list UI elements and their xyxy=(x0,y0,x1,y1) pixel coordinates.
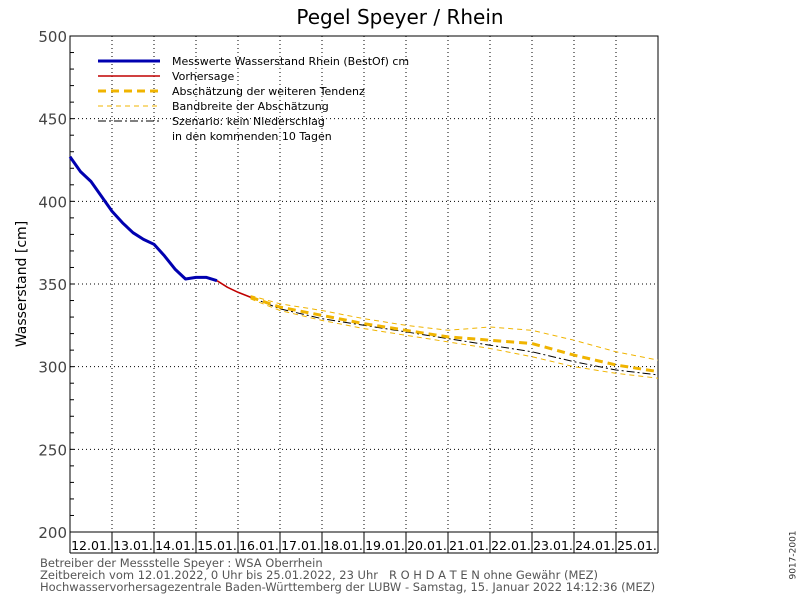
x-tick-label: 17.01. xyxy=(281,538,321,553)
x-tick-label: 18.01. xyxy=(323,538,363,553)
x-tick-label: 16.01. xyxy=(239,538,279,553)
x-axis: 12.01. 13.01. 14.01. 15.01. 16.01. 17.01. 18.0… xyxy=(69,532,659,554)
legend-label: Messwerte Wasserstand Rhein (BestOf) cm xyxy=(172,55,409,68)
legend-label: Bandbreite der Abschätzung xyxy=(172,100,329,113)
y-tick-label: 200 xyxy=(38,524,67,542)
x-tick-label: 22.01. xyxy=(491,538,531,553)
series-group xyxy=(68,155,659,379)
series-line xyxy=(216,280,251,298)
x-tick-label: 19.01. xyxy=(365,538,405,553)
series-line xyxy=(68,155,218,283)
y-tick-label: 450 xyxy=(38,111,67,129)
y-tick-label: 400 xyxy=(38,193,67,211)
y-tick-label: 300 xyxy=(38,359,67,377)
x-tick-label: 14.01. xyxy=(155,538,195,553)
x-tick-label: 20.01. xyxy=(407,538,447,553)
chart-id: 9017-2001 xyxy=(788,530,799,580)
chart-title: Pegel Speyer / Rhein xyxy=(296,5,503,29)
series-line xyxy=(250,298,659,379)
x-tick-label: 24.01. xyxy=(575,538,615,553)
grid-lines xyxy=(70,36,658,532)
series-line xyxy=(250,295,659,374)
x-tick-label: 23.01. xyxy=(533,538,573,553)
legend-label: Vorhersage xyxy=(172,70,234,83)
legend-label: in den kommenden 10 Tagen xyxy=(172,130,332,143)
legend-label: Szenario: kein Niederschlag xyxy=(172,115,325,128)
footer-time-range: Zeitbereich vom 12.01.2022, 0 Uhr bis 25… xyxy=(40,568,598,582)
legend: Messwerte Wasserstand Rhein (BestOf) cm V… xyxy=(98,55,409,143)
y-tick-label: 250 xyxy=(38,441,67,459)
y-axis-label: Wasserstand [cm] xyxy=(14,221,30,347)
x-tick-label: 25.01. xyxy=(617,538,657,553)
legend-label: Abschätzung der weiteren Tendenz xyxy=(172,85,365,98)
x-tick-label: 12.01. xyxy=(71,538,111,553)
water-level-chart: Pegel Speyer / Rhein 200 250 300 350 400 450 5… xyxy=(14,5,659,554)
footer-operator: Betreiber der Messstelle Speyer : WSA Ob… xyxy=(40,556,323,570)
y-tick-label: 350 xyxy=(38,276,67,294)
series-line xyxy=(250,296,659,376)
series-line xyxy=(250,295,659,361)
x-tick-label: 13.01. xyxy=(113,538,153,553)
x-tick-label: 15.01. xyxy=(197,538,237,553)
y-tick-label: 500 xyxy=(38,28,67,46)
x-tick-label: 21.01. xyxy=(449,538,489,553)
y-axis: 200 250 300 350 400 450 500 xyxy=(38,28,74,542)
footer-issuer: Hochwasservorhersagezentrale Baden-Württ… xyxy=(40,580,656,594)
